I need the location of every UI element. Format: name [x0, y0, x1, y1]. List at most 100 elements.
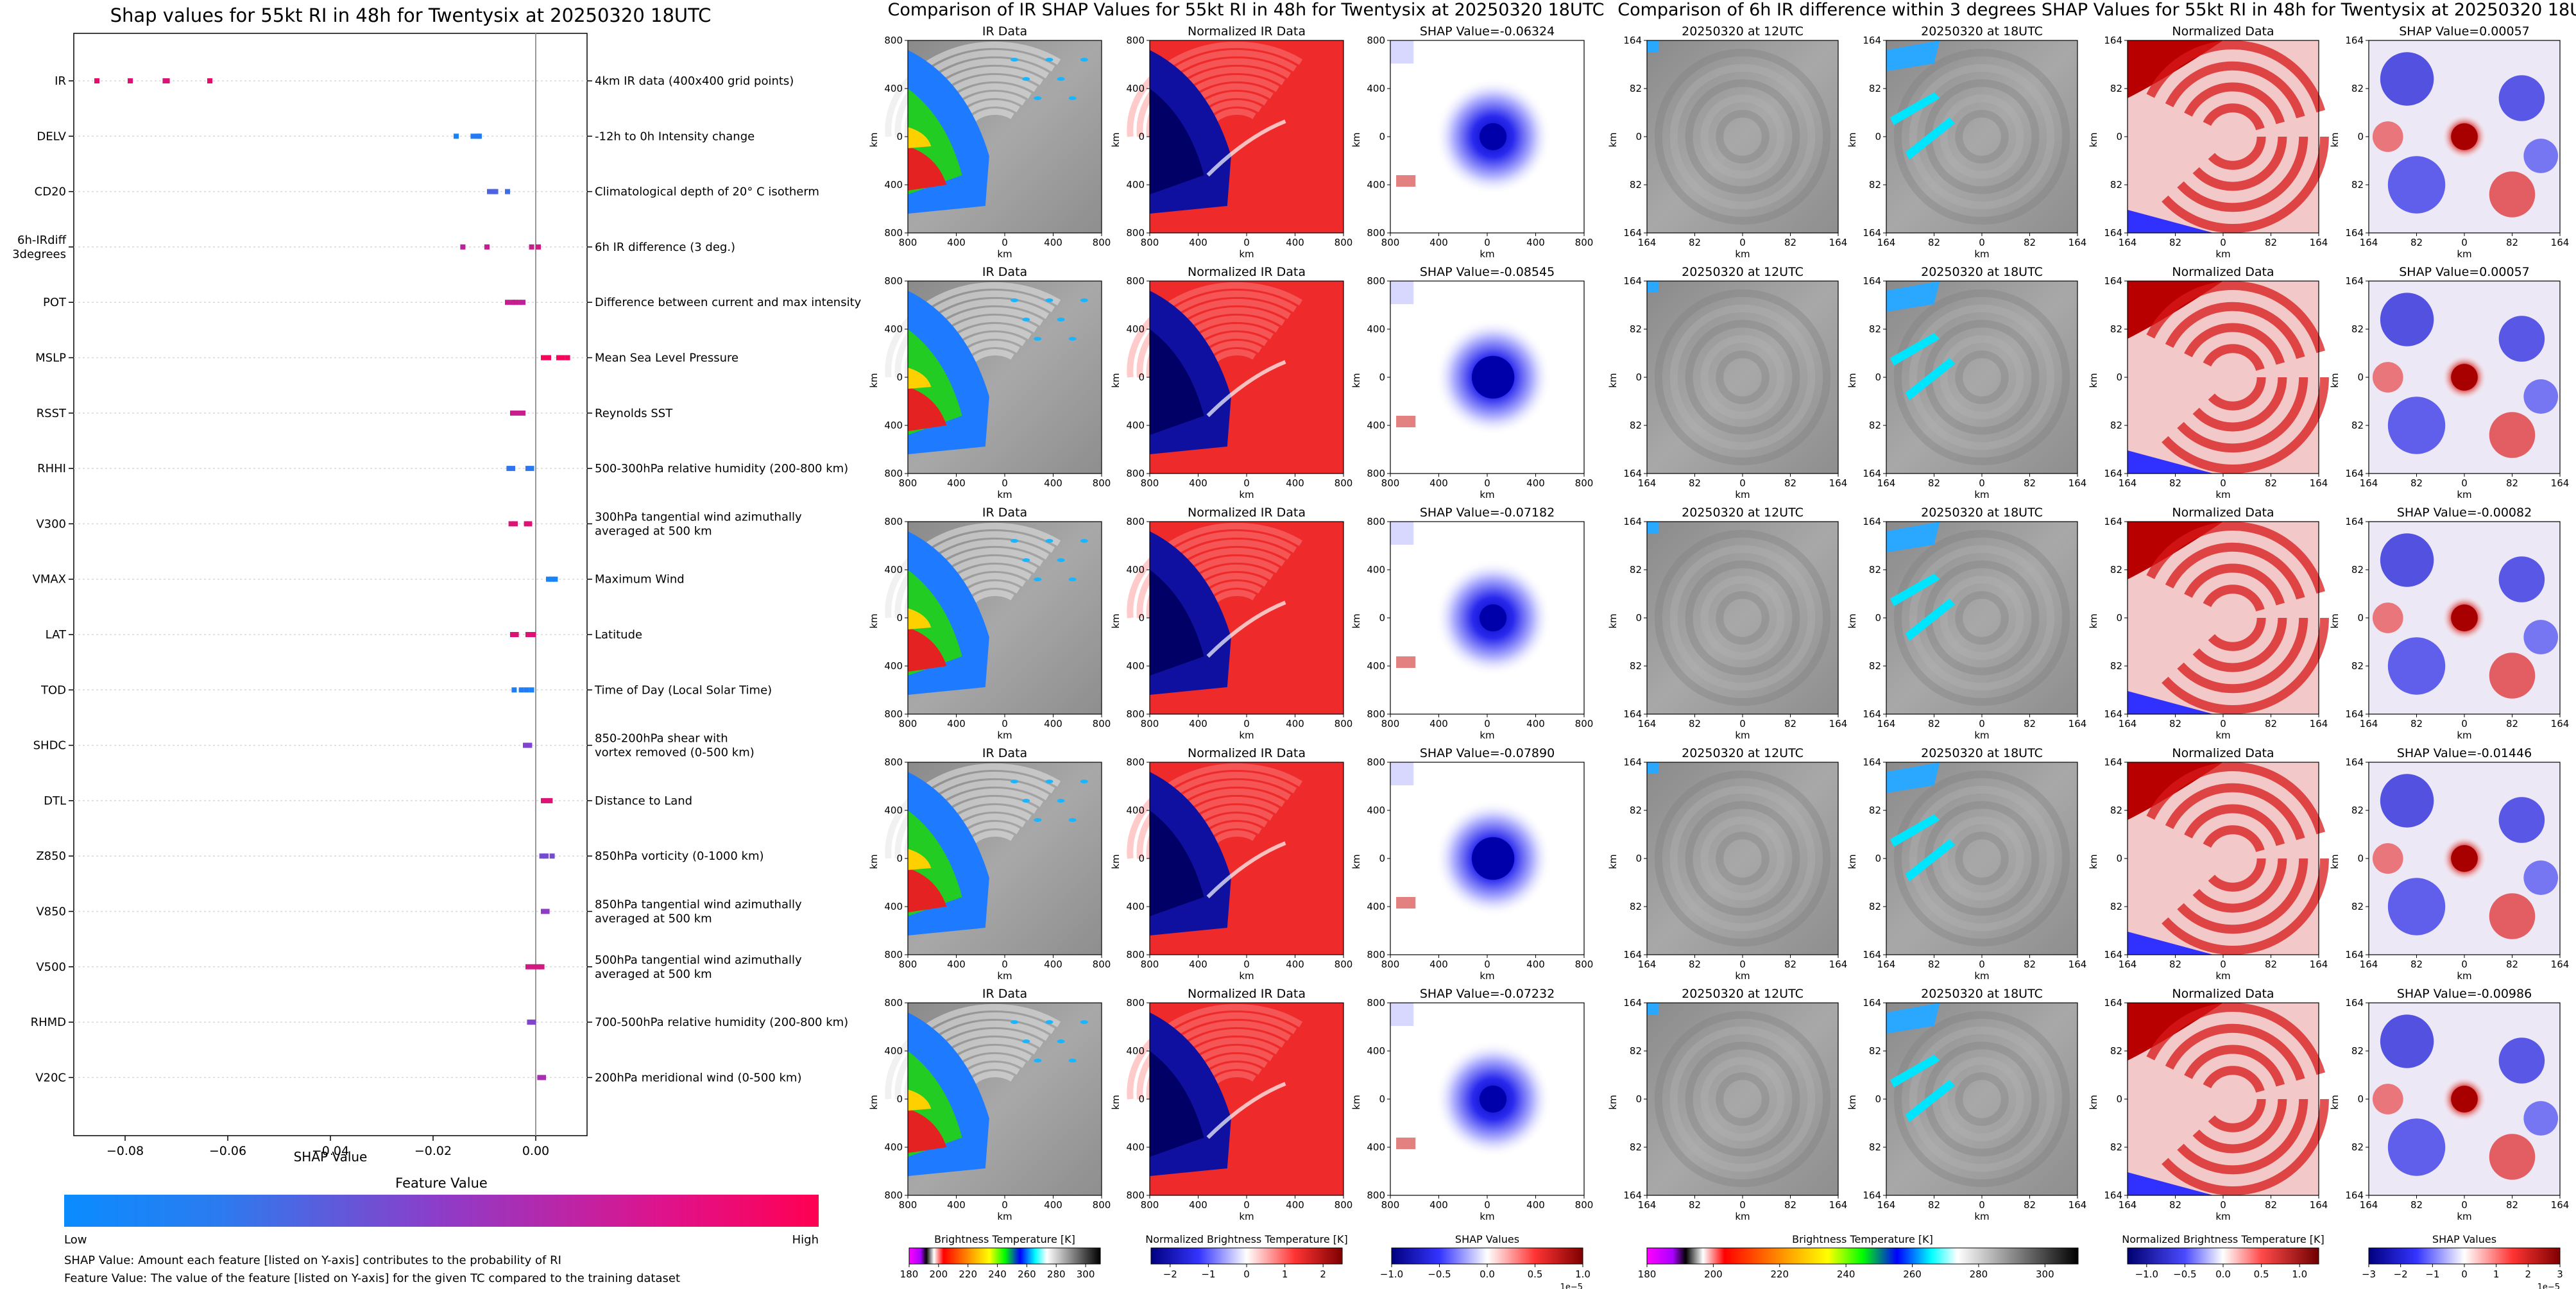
tick-label: 0 [1484, 718, 1490, 730]
feature-label-line: 3degrees [12, 248, 66, 261]
panel-title: Normalized Data [2172, 24, 2274, 38]
tick-label: 400 [1126, 660, 1145, 672]
tick-label: 164 [2310, 959, 2328, 970]
cloud-ring [1893, 289, 2070, 466]
cloud-speck [1057, 558, 1065, 562]
axis-label: km [1735, 248, 1750, 260]
cloud-speck [1034, 337, 1042, 341]
cloud-ring [1909, 64, 2055, 210]
tick-label: 164 [1623, 1190, 1642, 1201]
axis-label: km [1847, 132, 1858, 147]
shap-point [128, 78, 133, 83]
cold-cloud-region [1886, 281, 1940, 312]
feature-description-line: 4km IR data (400x400 grid points) [595, 74, 794, 88]
cloud-speck [1045, 58, 1053, 62]
shap-patch [2372, 602, 2403, 633]
tick-label: 82 [2169, 959, 2181, 970]
cold-cloud-region [1889, 333, 1940, 366]
cloud-ring [1955, 350, 2009, 404]
axis-label: km [2457, 730, 2471, 741]
panel-title: SHAP Value=0.00057 [2399, 265, 2530, 279]
colorbar-tick-label: 0.5 [2254, 1268, 2269, 1280]
panel-title: IR Data [982, 746, 1027, 760]
shap-patch [2523, 1101, 2559, 1136]
tick-label: 164 [2068, 1199, 2087, 1211]
tick-label: 0 [1379, 1093, 1385, 1105]
shap-patch [2387, 637, 2446, 695]
tick-label: 400 [1429, 718, 1448, 730]
axis-label: km [868, 854, 880, 869]
axis-label: km [1847, 854, 1858, 869]
feature-description: Maximum Wind [595, 573, 685, 586]
cloud-band [1136, 290, 1297, 378]
feature-note: Feature Value: The value of the feature … [64, 1272, 680, 1285]
tick-label: 400 [1189, 237, 1207, 248]
tick-label: 800 [1093, 1199, 1111, 1211]
feature-label-line: POT [43, 296, 67, 309]
tick-label: 400 [1189, 718, 1207, 730]
gray-ir-image [1647, 762, 1838, 955]
warm-band [2157, 302, 2308, 453]
colorbar-tick-label: 1.0 [2292, 1268, 2307, 1280]
ir-colorbars: Brightness Temperature [K] 180 200 220 240 26… [900, 1233, 1591, 1289]
shap-point [520, 300, 525, 305]
tick-label: 164 [1863, 997, 1881, 1009]
panel-title: Normalized IR Data [1188, 265, 1306, 279]
tick-label: 82 [2265, 477, 2277, 489]
tick-label: 164 [1623, 35, 1642, 46]
colorbar-multiplier: 1e−5 [1560, 1283, 1583, 1289]
tick-label: 800 [1335, 718, 1353, 730]
cloud-ring [1909, 1026, 2055, 1172]
tick-label: 82 [2024, 477, 2036, 489]
cloud-speck [1057, 1039, 1065, 1043]
colorbar-tick-label: −1.0 [1380, 1268, 1403, 1280]
cloud-ring [1685, 801, 1800, 916]
cloud-speck [1068, 96, 1077, 100]
tick-label: 400 [1429, 477, 1448, 489]
tick-label: 800 [899, 237, 917, 248]
cloud-speck [1068, 337, 1077, 341]
gray-ir-image [1647, 40, 1838, 233]
tick-label: 0 [2116, 131, 2122, 142]
axis-label: km [1480, 970, 1494, 982]
tick-label: 0 [1484, 477, 1490, 489]
tick-label: 164 [2310, 237, 2328, 248]
tick-label: 82 [2024, 237, 2036, 248]
cloud-ring [1654, 529, 1831, 706]
tick-label: 0 [1979, 718, 1985, 730]
feature-description-line: 850hPa vorticity (0-1000 km) [595, 849, 764, 863]
tick-label: 164 [2310, 718, 2328, 730]
summary-xlabel: SHAP Value [294, 1149, 368, 1165]
tick-label: 82 [1928, 477, 1940, 489]
tick-label: 82 [1630, 1045, 1642, 1057]
colorbar-tick-label: 2 [1320, 1268, 1326, 1280]
cloud-ring [1955, 110, 2009, 164]
cold-region [2128, 691, 2214, 714]
axis-label: km [1351, 132, 1362, 147]
summary-points [94, 78, 570, 1080]
tick-label: 164 [2068, 718, 2087, 730]
tick-label: 800 [1141, 718, 1159, 730]
tick-label: 800 [1367, 275, 1385, 287]
tick-label: 400 [884, 1045, 903, 1057]
tick-label: 0 [1875, 131, 1881, 142]
feature-label: MSLP [35, 352, 66, 365]
tick-label: 400 [1189, 477, 1207, 489]
tick-label: 82 [2351, 564, 2364, 576]
gray-ir-image [1647, 1003, 1838, 1195]
tick-label: 82 [1869, 901, 1881, 912]
tick-label: 164 [2360, 477, 2378, 489]
tick-label: 164 [2119, 959, 2137, 970]
shap-point [460, 244, 466, 250]
feature-label: V500 [36, 960, 66, 974]
axis-label: km [2457, 1211, 2471, 1222]
irdiff-panel: 20250320 at 12UTC1641648282008282164164k… [1607, 506, 1847, 741]
shap-note: SHAP Value: Amount each feature [listed … [64, 1254, 561, 1267]
tick-label: 800 [1381, 477, 1400, 489]
tick-label: 400 [1044, 718, 1062, 730]
tick-label: 82 [2265, 718, 2277, 730]
tick-label: 0 [1484, 959, 1490, 970]
tick-label: 82 [1689, 718, 1701, 730]
gray-ir-image [1886, 762, 2077, 955]
tick-label: 82 [2110, 323, 2122, 335]
